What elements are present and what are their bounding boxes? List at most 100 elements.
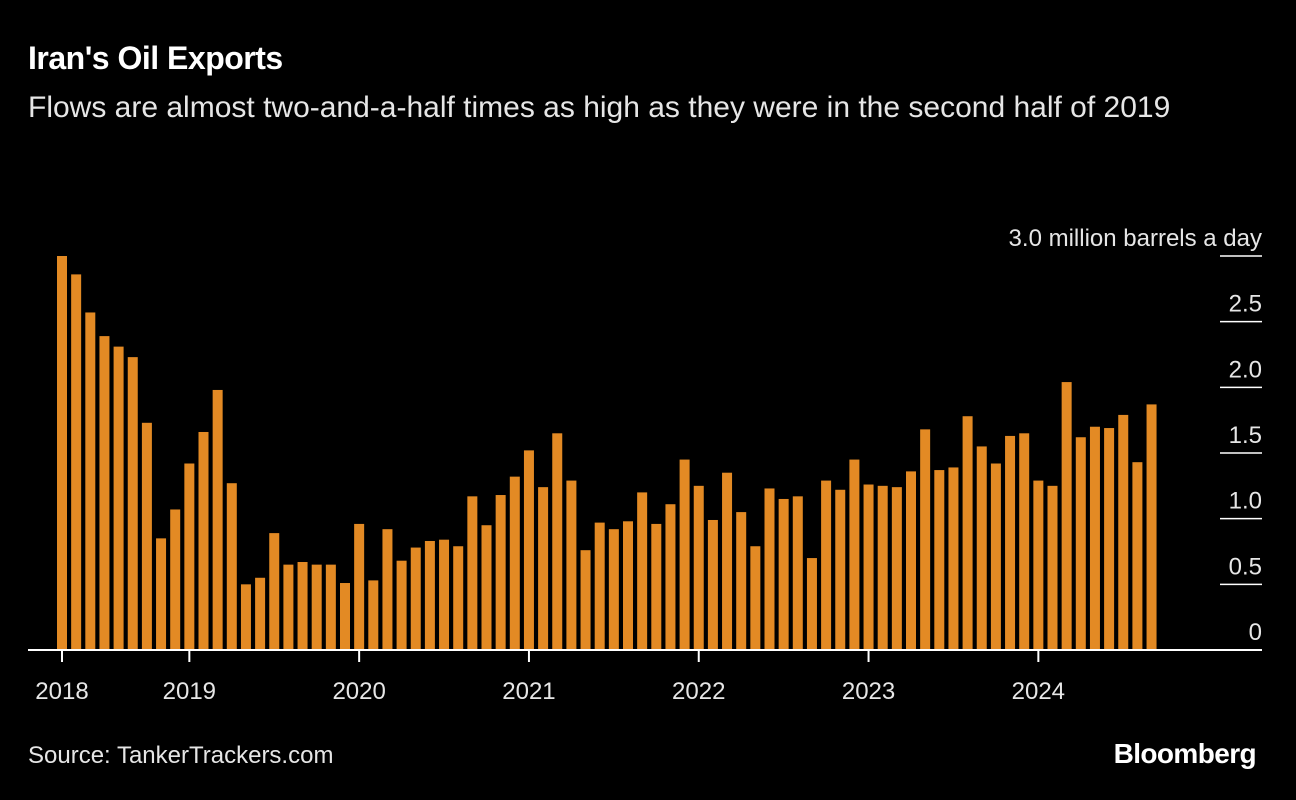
y-tick-label: 0.5 — [1229, 553, 1262, 580]
bar — [141, 422, 152, 650]
y-tick-label: 1.5 — [1229, 422, 1262, 449]
bar — [863, 484, 874, 650]
bar — [566, 480, 577, 650]
x-tick-label: 2020 — [332, 678, 385, 705]
x-axis-ticks: 2018 2019 2020 2021 2022 2023 2024 — [35, 650, 1065, 705]
bar — [623, 521, 633, 650]
bar — [891, 487, 902, 650]
bar — [1089, 426, 1100, 650]
x-tick-label: 2022 — [672, 678, 725, 705]
bar — [750, 546, 761, 650]
bar — [821, 480, 832, 650]
bar — [71, 274, 82, 650]
x-tick-label: 2018 — [35, 678, 88, 705]
bar — [523, 450, 534, 650]
bar — [990, 463, 1001, 650]
bar — [57, 256, 67, 650]
bar — [1005, 435, 1016, 650]
bar — [948, 467, 959, 650]
bar — [665, 504, 676, 650]
bar — [354, 523, 365, 650]
y-tick-label: 3.0 million barrels a day — [1009, 225, 1262, 252]
bar — [1118, 414, 1129, 650]
bar — [1104, 428, 1115, 650]
bar — [212, 389, 223, 650]
y-tick-label: 0 — [1249, 619, 1262, 646]
bar — [538, 487, 549, 650]
x-tick-label: 2021 — [502, 678, 555, 705]
bar — [934, 470, 945, 650]
y-tick-label: 2.5 — [1229, 291, 1262, 318]
bar — [240, 584, 251, 650]
bar — [481, 525, 492, 650]
bar — [693, 485, 704, 650]
bar — [736, 512, 747, 650]
y-tick-label: 2.0 — [1229, 356, 1262, 383]
bar — [255, 577, 266, 650]
bar — [184, 463, 195, 650]
y-gridlines — [1220, 255, 1262, 586]
bar — [424, 540, 435, 650]
bar — [552, 433, 563, 650]
bar — [778, 498, 789, 650]
bloomberg-logo: Bloomberg — [1113, 738, 1257, 769]
bar — [806, 558, 817, 650]
source-note: Source: TankerTrackers.com — [28, 742, 334, 769]
chart-title: Iran's Oil Exports — [28, 40, 283, 76]
bar — [453, 546, 464, 650]
bar — [1146, 404, 1157, 650]
bar — [764, 488, 775, 650]
bar — [1075, 437, 1086, 650]
bar — [976, 446, 987, 650]
bar — [509, 476, 520, 650]
bar — [368, 580, 379, 650]
bar — [1033, 480, 1044, 650]
bar — [594, 522, 605, 650]
bar — [467, 496, 478, 650]
bar — [283, 564, 294, 650]
bar — [580, 550, 591, 650]
bar — [608, 529, 619, 650]
bar — [156, 538, 167, 650]
x-tick-label: 2019 — [163, 678, 216, 705]
bar — [679, 459, 690, 650]
x-tick-label: 2023 — [842, 678, 895, 705]
bar — [85, 312, 96, 650]
bar — [410, 547, 421, 650]
bar — [396, 560, 407, 650]
bar — [1132, 462, 1143, 650]
bar — [311, 564, 322, 650]
bar — [707, 519, 718, 650]
bar — [637, 492, 648, 650]
bar — [835, 489, 846, 650]
bar — [1019, 433, 1030, 650]
bar-series — [57, 256, 1157, 650]
bar — [792, 496, 803, 650]
bar — [297, 562, 308, 650]
bar — [722, 472, 733, 650]
y-tick-label: 1.0 — [1229, 488, 1262, 515]
bar — [340, 583, 350, 650]
bar — [906, 471, 916, 650]
bar — [439, 539, 450, 650]
bar — [1061, 382, 1072, 650]
bar — [127, 357, 138, 650]
chart-subtitle: Flows are almost two-and-a-half times as… — [28, 91, 1171, 124]
y-axis-labels: 3.0 million barrels a day 2.5 2.0 1.5 1.0 0.5… — [1009, 225, 1262, 646]
bar — [382, 529, 393, 650]
bar — [849, 459, 860, 650]
bar — [113, 346, 124, 650]
bar — [325, 564, 336, 650]
x-tick-label: 2024 — [1012, 678, 1065, 705]
bar — [920, 429, 931, 650]
bar — [269, 533, 280, 650]
bar — [226, 483, 237, 650]
bar — [170, 509, 181, 650]
bar — [962, 416, 973, 650]
bar — [99, 336, 110, 650]
bar — [495, 495, 506, 650]
bar — [651, 523, 662, 650]
bar — [1047, 485, 1058, 650]
bar — [198, 431, 209, 650]
